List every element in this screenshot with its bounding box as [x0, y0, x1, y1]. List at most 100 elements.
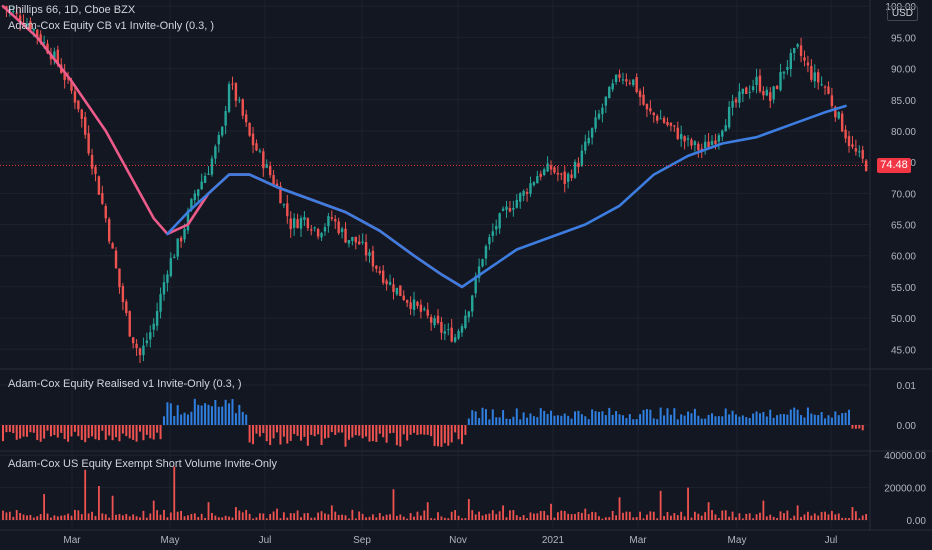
candle-body [755, 76, 758, 86]
short-volume-bar [12, 516, 15, 520]
realised-bar [560, 415, 563, 425]
realised-bar [594, 411, 597, 425]
realised-bar [512, 416, 515, 425]
realised-bar [536, 417, 539, 425]
candle-body [710, 140, 714, 146]
realised-bar [584, 416, 587, 425]
short-volume-bar [711, 510, 713, 520]
realised-bar [231, 399, 234, 425]
candle-body [344, 228, 347, 243]
candle-body [840, 113, 844, 132]
candle-body [734, 99, 738, 103]
candle-body [29, 21, 32, 30]
short-volume-bar [707, 502, 710, 520]
realised-bar [556, 415, 559, 425]
candle-body [453, 337, 457, 342]
realised-bar [204, 403, 207, 425]
candle-body [799, 45, 803, 56]
realised-bar [498, 417, 501, 425]
candle-body [529, 183, 532, 194]
realised-bar [60, 425, 63, 433]
candle-body [310, 229, 313, 231]
candle-body [587, 137, 590, 144]
realised-bar [621, 415, 624, 425]
y-tick-label: 70.00 [891, 189, 916, 200]
x-tick-label: 2021 [542, 535, 565, 546]
candle-body [748, 91, 751, 93]
short-volume-bar [841, 517, 844, 520]
realised-bar [669, 414, 672, 425]
realised-bar [628, 414, 631, 425]
realised-bar [539, 408, 542, 425]
candle-body [258, 150, 262, 152]
short-volume-bar [207, 502, 210, 520]
short-volume-bar [539, 510, 542, 520]
candle-body [816, 72, 820, 83]
candle-body [793, 47, 796, 54]
short-volume-bar [108, 517, 111, 520]
candle-body [844, 129, 847, 139]
realised-bar [683, 415, 686, 425]
indicator-short-title[interactable]: Adam-Cox US Equity Exempt Short Volume I… [8, 458, 277, 470]
short-volume-bar [635, 517, 638, 520]
short-volume-bar [505, 517, 508, 520]
short-volume-bar [649, 511, 652, 520]
realised-bar [700, 418, 703, 425]
candle-body [104, 205, 107, 219]
realised-bar [334, 425, 337, 435]
short-volume-bar [639, 511, 641, 520]
realised-bar [351, 425, 354, 438]
realised-bar [56, 425, 59, 438]
short-volume-bar [296, 510, 299, 520]
realised-bar [687, 411, 690, 425]
candle-body [378, 270, 381, 273]
realised-bar [217, 406, 220, 425]
short-volume-bar [546, 515, 549, 520]
realised-bar [73, 425, 76, 432]
x-tick-label: Sep [353, 535, 371, 546]
short-volume-bar [15, 509, 18, 520]
candle-body [12, 11, 15, 13]
candle-body [186, 210, 190, 231]
short-volume-bar [382, 516, 385, 520]
short-volume-bar [221, 517, 224, 520]
candle-body [227, 84, 231, 112]
short-volume-bar [789, 518, 792, 520]
realised-bar [772, 417, 775, 425]
realised-bar [162, 416, 165, 425]
short-volume-bar [793, 515, 796, 520]
candle-body [368, 252, 371, 256]
short-volume-bar [224, 515, 227, 520]
short-volume-bar [652, 511, 655, 520]
candle-body [118, 268, 121, 288]
realised-bar [210, 406, 213, 425]
realised-bar [108, 425, 111, 436]
candle-body [597, 113, 601, 119]
short-volume-bar [738, 513, 741, 520]
realised-bar [776, 415, 779, 425]
short-volume-bar [395, 515, 398, 520]
short-volume-bar [423, 510, 426, 520]
realised-bar [813, 414, 816, 425]
currency-label[interactable]: USD [886, 6, 918, 21]
realised-bar [371, 425, 374, 442]
short-volume-bar [245, 509, 248, 520]
short-volume-bar [858, 518, 861, 520]
candle-body [63, 71, 66, 81]
short-volume-bar [533, 513, 535, 520]
short-volume-bar [741, 518, 744, 520]
candle-body [149, 332, 152, 340]
candle-body [464, 315, 467, 329]
candle-body [614, 74, 618, 83]
realised-bar [642, 409, 645, 425]
candle-body [690, 139, 693, 146]
candle-body [347, 239, 351, 244]
indicator-realised-title[interactable]: Adam-Cox Equity Realised v1 Invite-Only … [8, 378, 242, 390]
realised-bar [663, 415, 666, 425]
candle-body [864, 160, 868, 172]
indicator-cb-title[interactable]: Adam-Cox Equity CB v1 Invite-Only (0.3, … [8, 20, 215, 32]
candle-body [207, 173, 210, 175]
realised-bar [789, 409, 792, 425]
realised-bar [385, 425, 388, 443]
